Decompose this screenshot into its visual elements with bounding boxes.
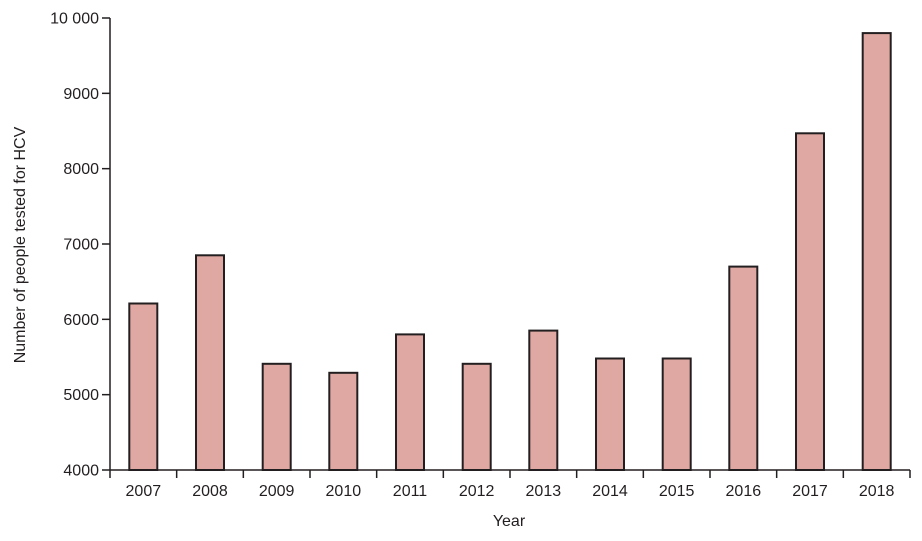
y-tick-label-7000: 7000 <box>63 237 99 254</box>
bar-2009 <box>261 362 292 471</box>
x-tick-label-2014: 2014 <box>592 483 628 500</box>
x-tick-label-2016: 2016 <box>726 483 762 500</box>
x-tick-label-2013: 2013 <box>526 483 562 500</box>
labels-group: 4000 5000 6000 7000 8000 9000 10 000 2007 2008 20… <box>50 11 895 501</box>
y-axis-title: Number of people tested for HCV <box>12 126 29 363</box>
x-tick-label-2009: 2009 <box>259 483 295 500</box>
x-tick-label-2007: 2007 <box>126 483 162 500</box>
axes-group <box>102 17 911 478</box>
bar-2010 <box>328 371 359 471</box>
y-tick-label-6000: 6000 <box>63 312 99 329</box>
x-tick-label-2012: 2012 <box>459 483 495 500</box>
bar-2011 <box>395 333 425 471</box>
x-axis-title: Year <box>493 513 526 530</box>
bar-2013 <box>528 329 559 471</box>
bar-2015 <box>661 357 692 471</box>
bar-2007 <box>128 302 159 471</box>
y-tick-label-4000: 4000 <box>63 463 99 480</box>
y-tick-label-5000: 5000 <box>63 387 99 404</box>
bar-2008 <box>195 254 225 471</box>
bar-2016 <box>728 265 759 471</box>
bar-2012 <box>461 362 492 471</box>
x-tick-label-2010: 2010 <box>326 483 362 500</box>
bar-2014 <box>595 357 625 471</box>
x-tick-label-2015: 2015 <box>659 483 695 500</box>
y-tick-label-10000: 10 000 <box>50 11 99 28</box>
y-tick-label-8000: 8000 <box>63 161 99 178</box>
x-tick-label-2008: 2008 <box>192 483 228 500</box>
bar-2018 <box>861 32 892 471</box>
y-tick-label-9000: 9000 <box>63 86 99 103</box>
x-tick-label-2018: 2018 <box>859 483 895 500</box>
bar-2017 <box>795 132 825 472</box>
bars-group <box>128 32 892 472</box>
x-tick-label-2011: 2011 <box>393 483 428 500</box>
x-tick-label-2017: 2017 <box>792 483 828 500</box>
